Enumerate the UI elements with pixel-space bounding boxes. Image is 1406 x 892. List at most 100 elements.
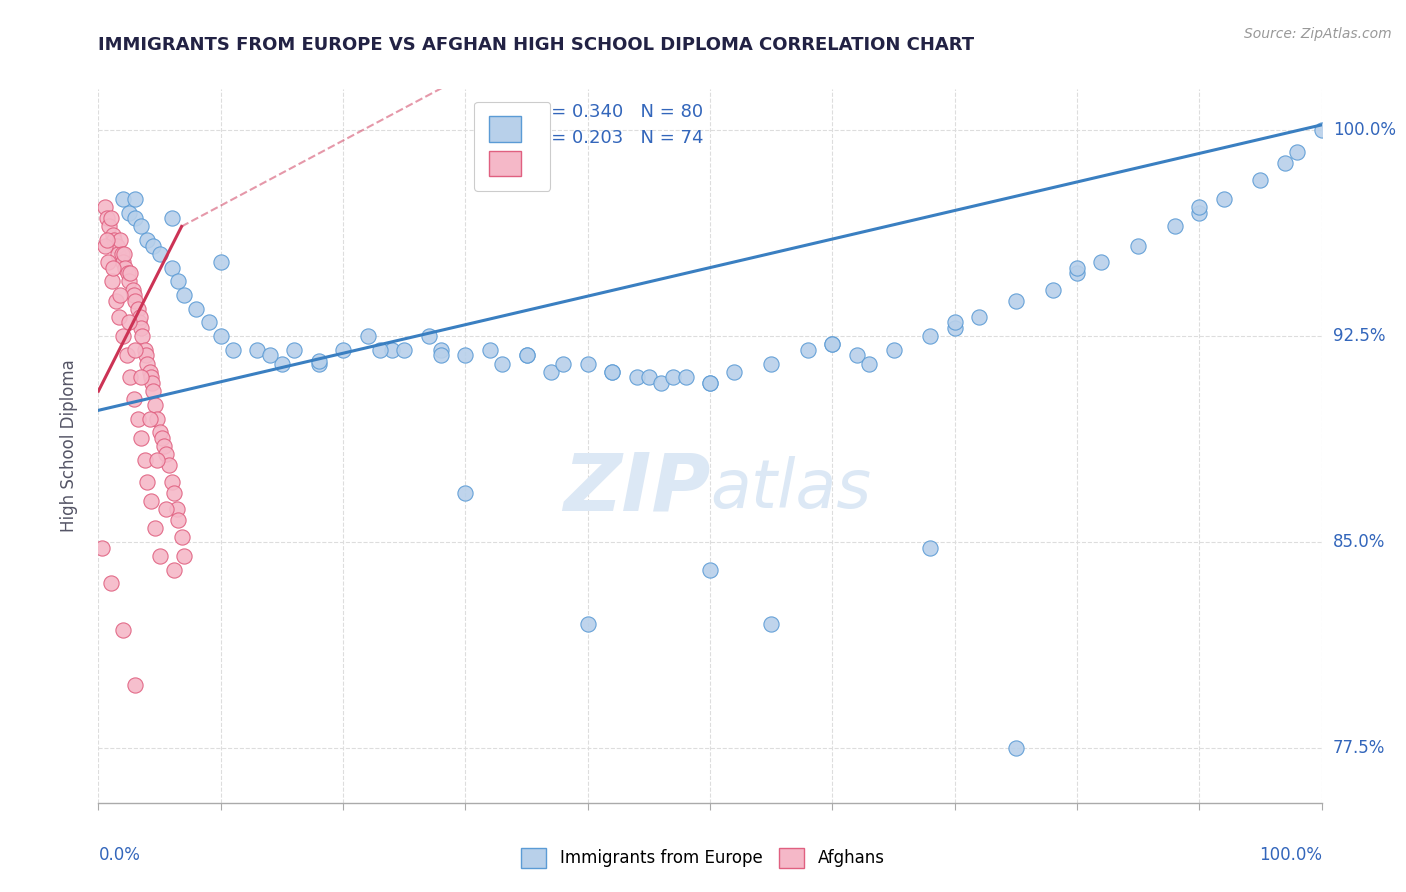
Point (491, 357, 513, 371)
Point (943, 321, 966, 335)
Point (112, 247, 135, 261)
Point (111, 329, 134, 343)
Point (576, 617, 599, 632)
Point (553, 357, 575, 371)
Point (600, 365, 623, 379)
Point (97, 255, 120, 269)
Legend: , : , (474, 102, 550, 191)
Text: 77.5%: 77.5% (1333, 739, 1385, 757)
Point (163, 562, 186, 576)
Point (222, 343, 245, 357)
Point (821, 337, 844, 351)
Point (209, 329, 232, 343)
Point (1004, 740, 1026, 755)
Point (103, 233, 125, 247)
Point (118, 274, 141, 288)
Point (662, 370, 685, 384)
Point (173, 549, 195, 563)
Point (155, 447, 177, 461)
Point (100, 576, 122, 591)
Point (129, 219, 152, 234)
Point (160, 211, 183, 226)
Point (160, 475, 183, 489)
Point (761, 617, 783, 632)
Point (139, 370, 162, 384)
Point (117, 266, 139, 280)
Point (150, 431, 173, 445)
Point (136, 357, 159, 371)
Point (160, 260, 183, 275)
Point (430, 348, 453, 362)
Point (124, 211, 146, 226)
Point (142, 238, 165, 252)
Point (283, 343, 305, 357)
Point (124, 678, 146, 692)
Point (120, 266, 142, 280)
Point (110, 288, 132, 302)
Text: R = 0.340   N = 80: R = 0.340 N = 80 (533, 103, 703, 121)
Point (1274, 156, 1296, 170)
Point (124, 293, 146, 308)
Point (368, 343, 391, 357)
Point (129, 321, 152, 335)
Point (129, 431, 152, 445)
Point (797, 343, 820, 357)
Point (173, 288, 195, 302)
Text: IMMIGRANTS FROM EUROPE VS AFGHAN HIGH SCHOOL DIPLOMA CORRELATION CHART: IMMIGRANTS FROM EUROPE VS AFGHAN HIGH SC… (98, 36, 974, 54)
Point (454, 348, 477, 362)
Point (146, 452, 169, 467)
Point (127, 411, 149, 425)
Point (186, 301, 208, 316)
Point (131, 329, 153, 343)
Point (167, 274, 190, 288)
Point (1286, 145, 1309, 160)
Point (699, 562, 721, 576)
Text: ZIP: ZIP (562, 450, 710, 528)
Point (121, 283, 143, 297)
Point (626, 370, 648, 384)
Point (134, 452, 156, 467)
Point (139, 411, 162, 425)
Point (1042, 283, 1064, 297)
Point (515, 348, 537, 362)
Point (91, 541, 114, 555)
Y-axis label: High School Diploma: High School Diploma (59, 359, 77, 533)
Point (93, 238, 115, 252)
Point (129, 310, 152, 324)
Point (149, 247, 172, 261)
Point (1004, 293, 1026, 308)
Point (209, 255, 232, 269)
Point (100, 211, 122, 226)
Point (430, 343, 453, 357)
Point (134, 343, 156, 357)
Point (1066, 266, 1088, 280)
Point (124, 343, 146, 357)
Point (111, 255, 134, 269)
Point (943, 316, 966, 330)
Point (883, 343, 905, 357)
Point (107, 247, 129, 261)
Point (98, 219, 121, 234)
Point (170, 530, 193, 544)
Point (1212, 192, 1234, 206)
Point (143, 521, 166, 535)
Point (1188, 200, 1211, 214)
Text: 92.5%: 92.5% (1333, 327, 1385, 345)
Point (1128, 238, 1150, 252)
Point (146, 411, 169, 425)
Point (332, 343, 354, 357)
Point (110, 233, 132, 247)
Point (167, 513, 190, 527)
Point (478, 343, 501, 357)
Point (381, 343, 404, 357)
Point (118, 316, 141, 330)
Point (650, 376, 672, 390)
Point (136, 475, 159, 489)
Point (270, 357, 294, 371)
Point (128, 316, 150, 330)
Point (308, 357, 330, 371)
Point (1090, 255, 1112, 269)
Point (920, 541, 942, 555)
Point (122, 392, 145, 407)
Point (246, 343, 269, 357)
